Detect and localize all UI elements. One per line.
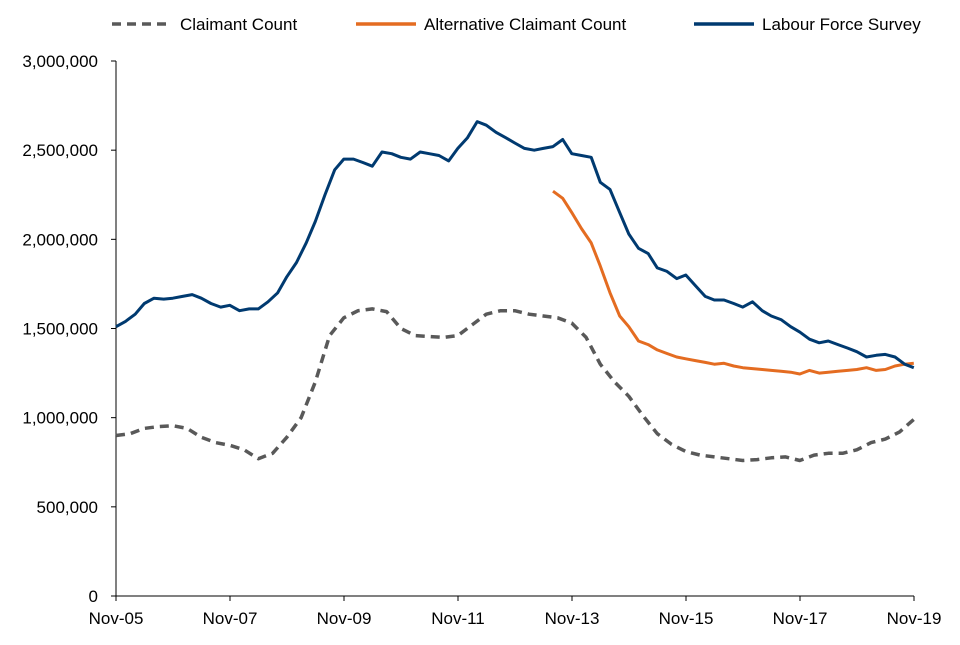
- legend-label-labour-force-survey: Labour Force Survey: [762, 15, 921, 34]
- y-tick-label: 2,500,000: [22, 141, 98, 160]
- alternative-claimant-count-line: [552, 189, 914, 376]
- y-tick-label: 2,000,000: [22, 230, 98, 249]
- x-tick-label: Nov-09: [317, 609, 372, 628]
- x-tick-label: Nov-07: [203, 609, 258, 628]
- y-tick-label: 3,000,000: [22, 52, 98, 71]
- claimant-count-line: [115, 307, 915, 463]
- y-tick-label: 0: [89, 587, 98, 606]
- y-tick-label: 1,500,000: [22, 320, 98, 339]
- x-tick-label: Nov-19: [887, 609, 942, 628]
- x-axis: Nov-05 Nov-07 Nov-09 Nov-11 Nov-13 Nov-15 Nov-…: [89, 595, 942, 628]
- plot-area: [115, 120, 915, 463]
- x-tick-label: Nov-11: [431, 609, 485, 628]
- y-axis: 0 500,000 1,000,000 1,500,000 2,000,000 2,500…: [22, 52, 117, 606]
- y-tick-label: 1,000,000: [22, 409, 98, 428]
- legend-label-alternative-claimant-count: Alternative Claimant Count: [424, 15, 626, 34]
- labour-force-survey-line: [115, 120, 915, 370]
- legend: Claimant Count Alternative Claimant Count…: [112, 15, 921, 34]
- y-tick-label: 500,000: [37, 498, 98, 517]
- legend-label-claimant-count: Claimant Count: [180, 15, 297, 34]
- x-tick-label: Nov-13: [545, 609, 600, 628]
- x-tick-label: Nov-17: [773, 609, 828, 628]
- x-tick-label: Nov-05: [89, 609, 144, 628]
- x-tick-label: Nov-15: [659, 609, 714, 628]
